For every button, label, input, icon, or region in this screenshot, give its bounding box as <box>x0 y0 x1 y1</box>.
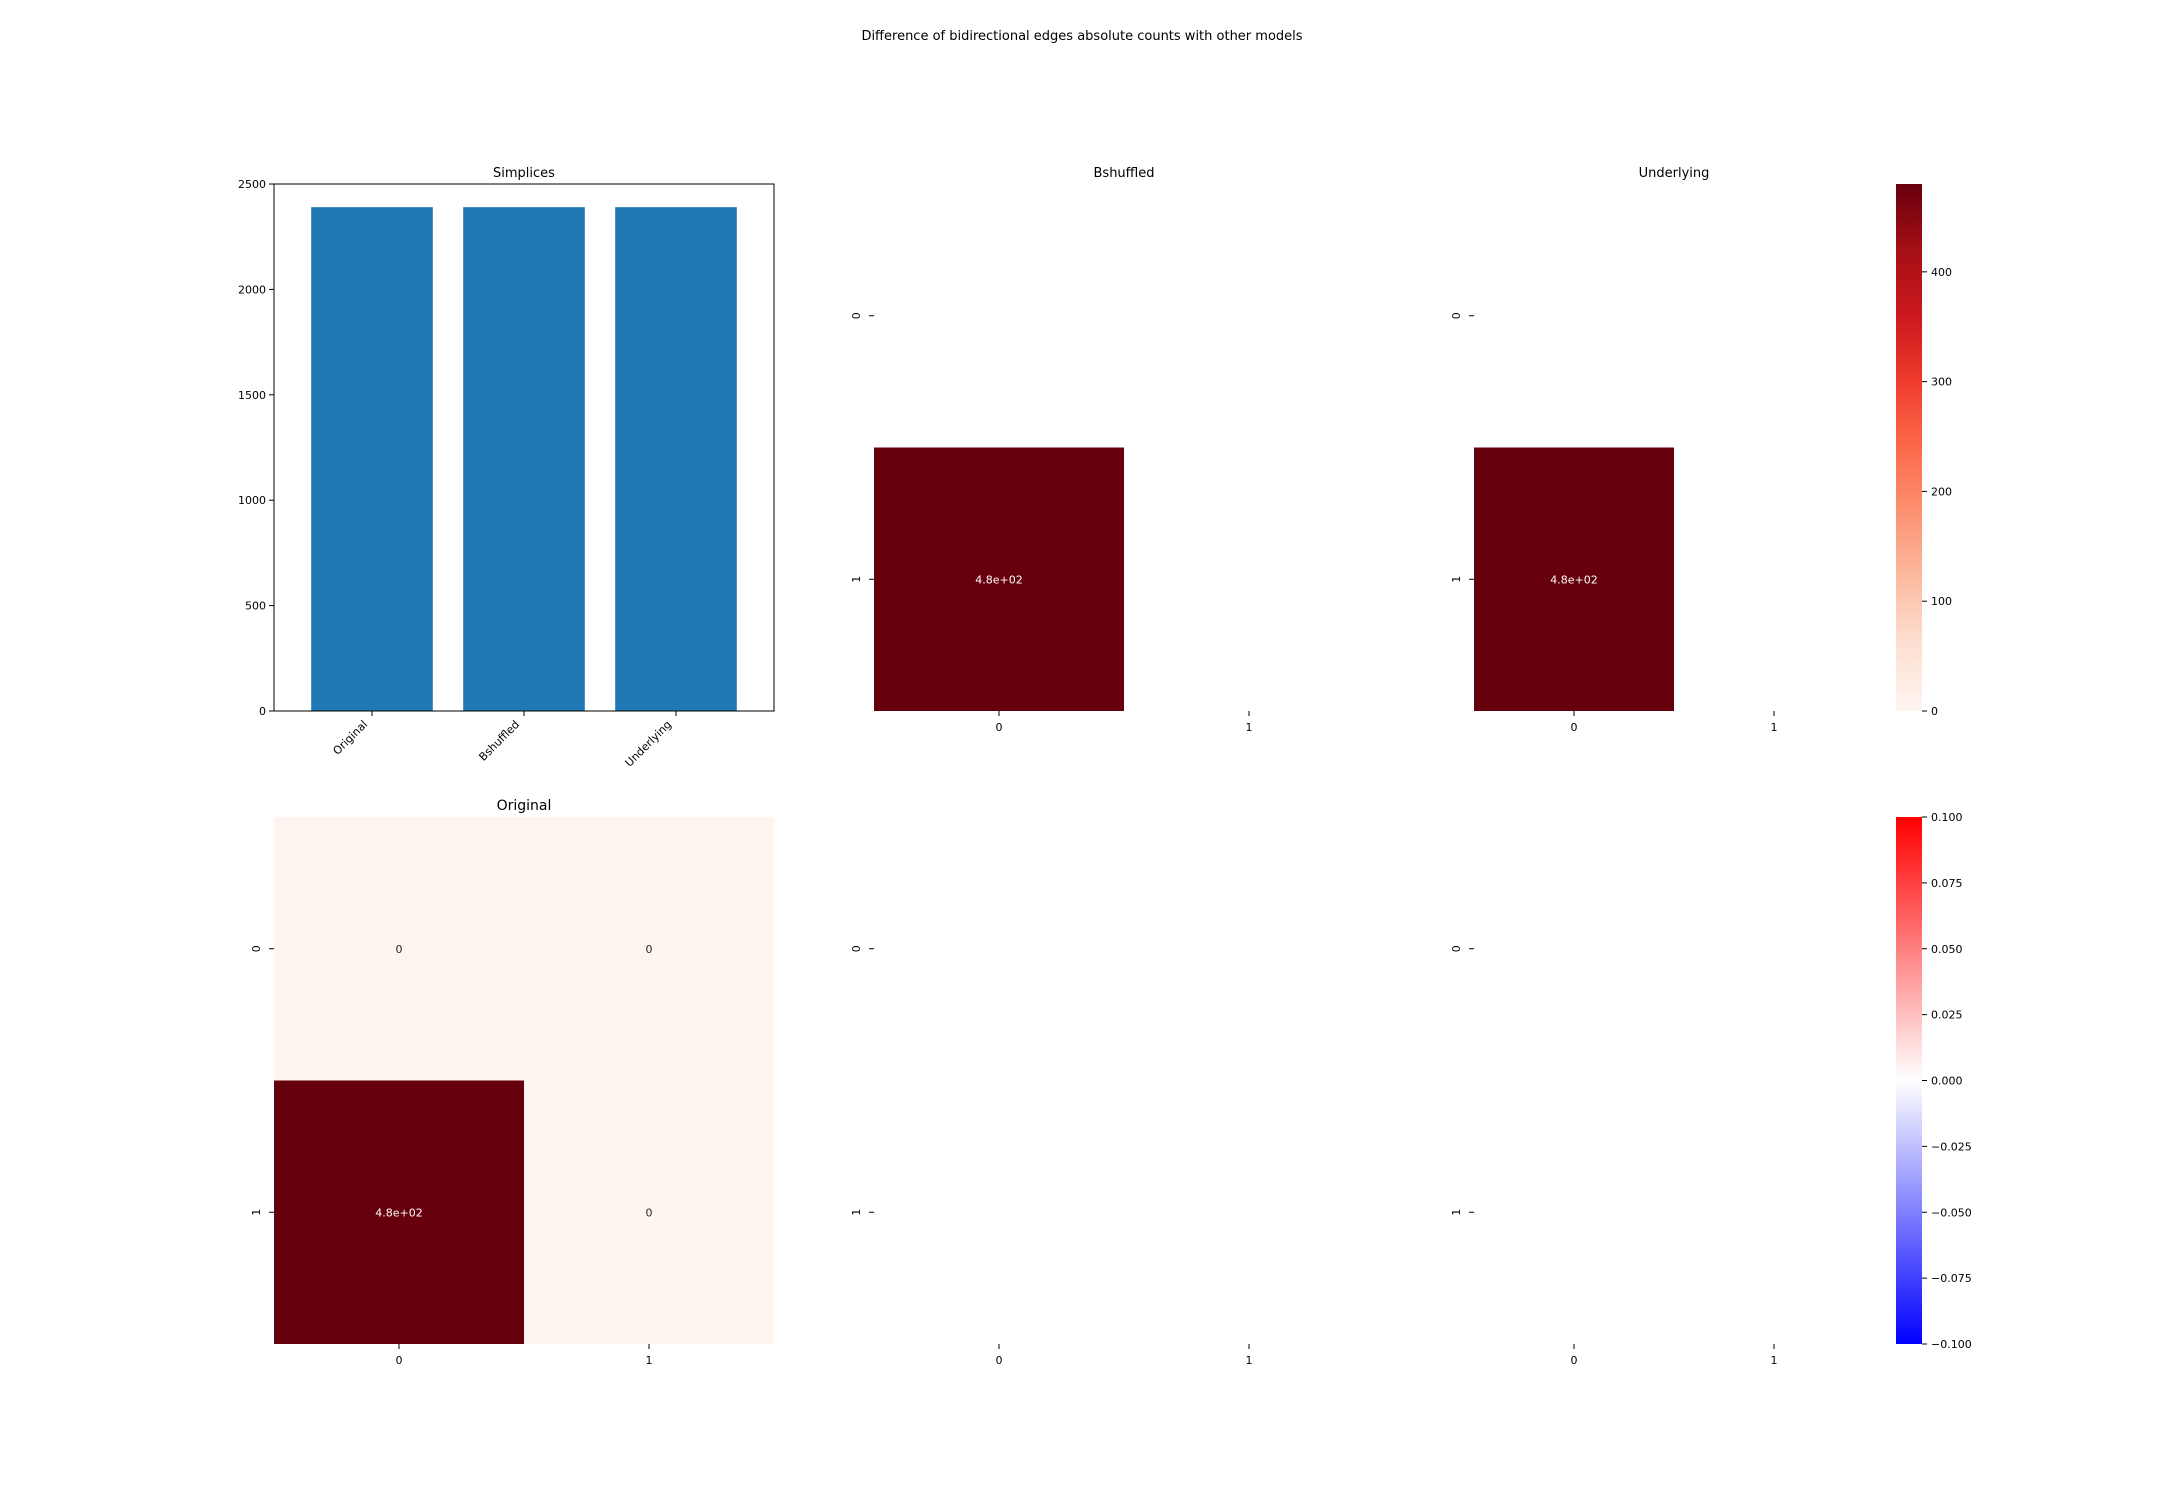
colorbar-tick-label: 0.075 <box>1931 877 1963 890</box>
colorbar-tick-label: 0.025 <box>1931 1009 1963 1022</box>
x-tick-label: Underlying <box>623 718 675 770</box>
colorbar-tick-label: −0.050 <box>1931 1206 1972 1219</box>
x-tick-label: Bshuffled <box>476 718 522 764</box>
x-tick-label: 0 <box>996 721 1003 734</box>
y-tick-label: 1 <box>850 1209 863 1216</box>
panel-bshuffled: Bshuffled 4.8e+02 0 1 0 1 <box>850 166 1253 734</box>
y-tick-label: 2000 <box>238 283 266 296</box>
x-tick-label: 0 <box>996 1354 1003 1367</box>
y-tick-label: 0 <box>250 945 263 952</box>
colorbar-tick-label: 0 <box>1931 705 1938 718</box>
figure-suptitle: Difference of bidirectional edges absolu… <box>861 29 1302 44</box>
panel-simplices: Simplices Original Bshuffled Underlying 0 500… <box>238 166 775 770</box>
y-tick-label: 500 <box>245 600 266 613</box>
x-tick-label: 0 <box>1571 721 1578 734</box>
panel-difference-bshuffled: 0 1 0 1 <box>850 945 1253 1367</box>
panel-title: Simplices <box>493 166 555 181</box>
x-tick-label: 1 <box>1246 721 1253 734</box>
colorbar-tick-label: 200 <box>1931 485 1952 498</box>
x-tick-label: 1 <box>1771 721 1778 734</box>
colorbar-tick-label: 0.050 <box>1931 943 1963 956</box>
cell-annotation: 4.8e+02 <box>375 1206 422 1219</box>
heatmap-cell <box>874 447 1124 711</box>
colorbar-tick-label: 300 <box>1931 376 1952 389</box>
y-tick-label: 1 <box>250 1209 263 1216</box>
panel-title: Bshuffled <box>1094 166 1155 181</box>
bar-underlying <box>615 207 737 712</box>
heatmap-cell <box>1474 447 1674 711</box>
y-tick-label: 0 <box>850 312 863 319</box>
panel-original: Original 0 0 4.8e+02 0 0 1 0 1 <box>250 798 774 1367</box>
heatmap-cell <box>274 1080 524 1344</box>
y-tick-label: 1000 <box>238 494 266 507</box>
y-tick-label: 2500 <box>238 178 266 191</box>
colorbar-tick-label: 0.100 <box>1931 811 1963 824</box>
y-tick-label: 1 <box>1450 576 1463 583</box>
x-tick-label: 0 <box>1571 1354 1578 1367</box>
cell-annotation: 4.8e+02 <box>1550 573 1597 586</box>
y-tick-label: 1500 <box>238 389 266 402</box>
y-tick-label: 0 <box>850 945 863 952</box>
colorbar-tick-label: −0.075 <box>1931 1272 1972 1285</box>
colorbar-tick-label: 400 <box>1931 266 1952 279</box>
y-tick-label: 0 <box>259 705 266 718</box>
y-tick-label: 0 <box>1450 945 1463 952</box>
x-tick-label: Original <box>330 718 370 758</box>
x-tick-label: 0 <box>396 1354 403 1367</box>
y-tick-label: 1 <box>1450 1209 1463 1216</box>
colorbar-gradient <box>1896 184 1922 711</box>
colorbar-tick-label: −0.025 <box>1931 1140 1972 1153</box>
colorbar-tick-label: 0.000 <box>1931 1075 1963 1088</box>
panel-underlying: Underlying 4.8e+02 0 1 0 1 <box>1450 166 1778 734</box>
y-tick-label: 1 <box>850 576 863 583</box>
y-tick-label: 0 <box>1450 312 1463 319</box>
colorbar-difference: 0.100 0.075 0.050 0.025 0.000 −0.025 −0.050 −0.… <box>1896 811 1972 1351</box>
cell-annotation: 0 <box>646 943 653 956</box>
x-tick-label: 1 <box>646 1354 653 1367</box>
cell-annotation: 4.8e+02 <box>975 573 1022 586</box>
panel-title: Underlying <box>1639 166 1710 181</box>
cell-annotation: 0 <box>646 1206 653 1219</box>
cell-annotation: 0 <box>396 943 403 956</box>
x-tick-label: 1 <box>1771 1354 1778 1367</box>
panel-difference-underlying: 0 1 0 1 <box>1450 945 1778 1367</box>
heatmap-cell <box>524 817 774 1081</box>
x-tick-label: 1 <box>1246 1354 1253 1367</box>
colorbar-tick-label: 100 <box>1931 595 1952 608</box>
bar-bshuffled <box>463 207 585 712</box>
heatmap-cell <box>524 1080 774 1344</box>
axes-frame <box>273 183 775 712</box>
panel-title: Original <box>497 798 552 814</box>
colorbar-counts: 0 100 200 300 400 <box>1896 184 1952 718</box>
colorbar-gradient <box>1896 817 1922 1344</box>
colorbar-tick-label: −0.100 <box>1931 1338 1972 1351</box>
bar-original <box>311 207 433 712</box>
heatmap-cell <box>274 817 524 1081</box>
